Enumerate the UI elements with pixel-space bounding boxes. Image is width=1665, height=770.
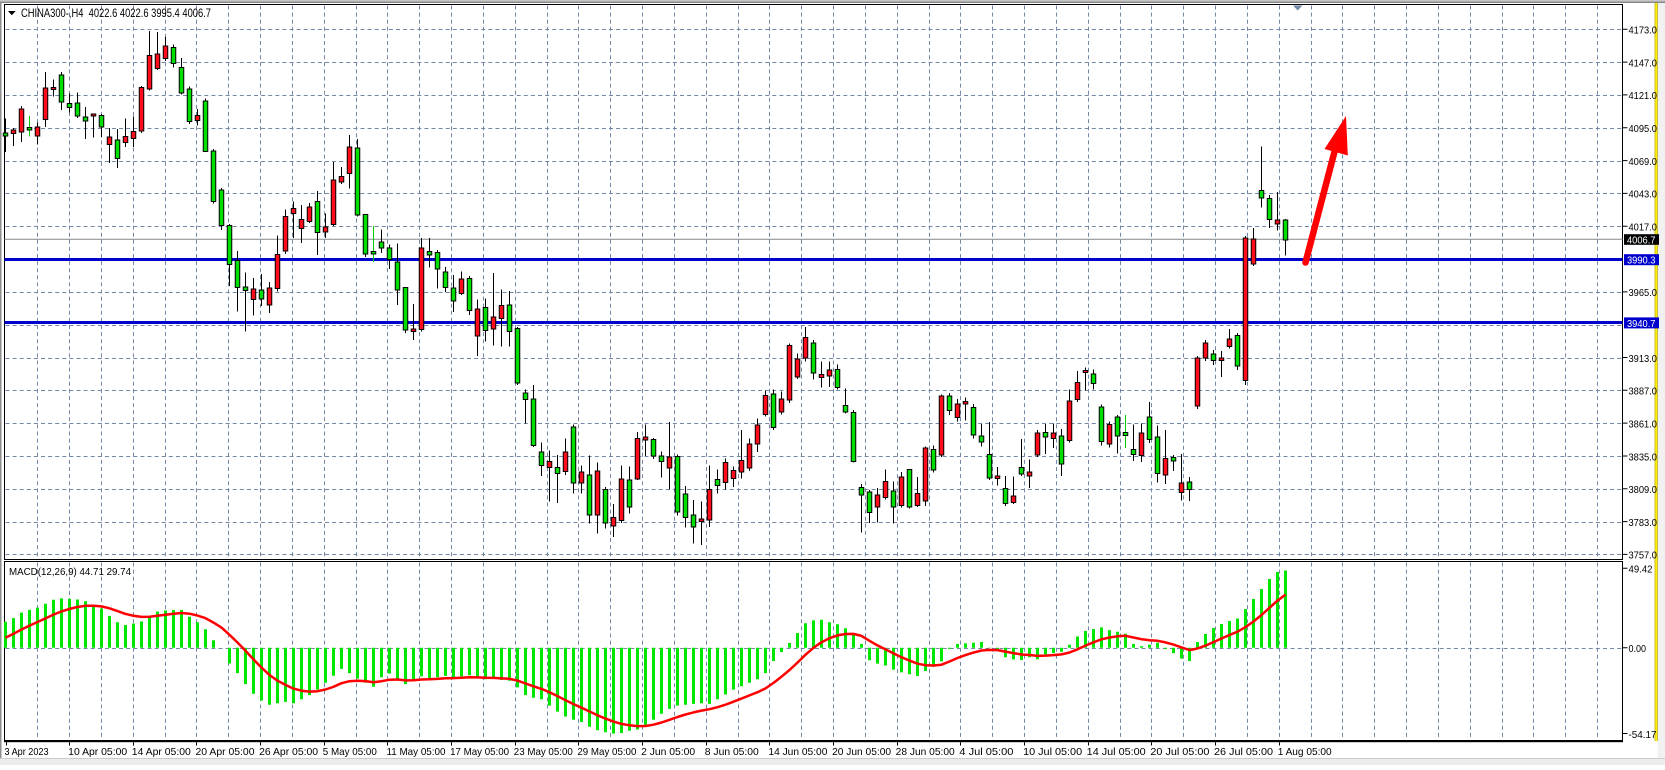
svg-text:20 Jun 05:00: 20 Jun 05:00 <box>832 747 891 758</box>
svg-text:49.42: 49.42 <box>1629 565 1653 576</box>
svg-text:3861.0: 3861.0 <box>1629 419 1658 430</box>
svg-text:17 May 05:00: 17 May 05:00 <box>450 747 509 758</box>
svg-text:-54.17: -54.17 <box>1629 730 1657 741</box>
svg-text:3940.7: 3940.7 <box>1627 319 1656 330</box>
svg-text:4006.7: 4006.7 <box>1627 235 1656 246</box>
svg-text:3783.0: 3783.0 <box>1629 518 1658 529</box>
svg-text:CHINA300-,H4 4022.6 4022.6 39: CHINA300-,H4 4022.6 4022.6 3995.4 4006.7 <box>21 6 211 20</box>
svg-text:4121.0: 4121.0 <box>1629 91 1658 102</box>
svg-text:23 May 05:00: 23 May 05:00 <box>514 747 573 758</box>
svg-text:14 Jul 05:00: 14 Jul 05:00 <box>1087 747 1146 758</box>
svg-text:26 Jul 05:00: 26 Jul 05:00 <box>1214 747 1273 758</box>
svg-text:2 Jun 05:00: 2 Jun 05:00 <box>641 747 695 758</box>
svg-text:3835.0: 3835.0 <box>1629 452 1658 463</box>
svg-text:29 May 05:00: 29 May 05:00 <box>577 747 636 758</box>
svg-text:3887.0: 3887.0 <box>1629 387 1658 398</box>
svg-text:1 Aug 05:00: 1 Aug 05:00 <box>1278 747 1332 758</box>
svg-text:28 Jun 05:00: 28 Jun 05:00 <box>896 747 955 758</box>
svg-text:3809.0: 3809.0 <box>1629 485 1658 496</box>
svg-text:3990.3: 3990.3 <box>1627 256 1656 267</box>
svg-text:26 Apr 05:00: 26 Apr 05:00 <box>259 747 318 758</box>
svg-text:3757.0: 3757.0 <box>1629 551 1658 562</box>
svg-text:20 Apr 05:00: 20 Apr 05:00 <box>196 747 255 758</box>
svg-text:MACD(12,26,9) 44.71 29.74: MACD(12,26,9) 44.71 29.74 <box>9 567 131 578</box>
svg-text:11 May 05:00: 11 May 05:00 <box>387 747 446 758</box>
svg-text:10 Jul 05:00: 10 Jul 05:00 <box>1023 747 1082 758</box>
svg-text:14 Apr 05:00: 14 Apr 05:00 <box>132 747 191 758</box>
svg-text:5 May 05:00: 5 May 05:00 <box>323 747 377 758</box>
svg-text:8 Jun 05:00: 8 Jun 05:00 <box>705 747 759 758</box>
svg-text:4017.0: 4017.0 <box>1629 223 1658 234</box>
svg-text:14 Jun 05:00: 14 Jun 05:00 <box>768 747 827 758</box>
svg-text:3 Apr 2023: 3 Apr 2023 <box>5 747 49 758</box>
svg-text:4095.0: 4095.0 <box>1629 124 1658 135</box>
svg-text:0.00: 0.00 <box>1629 644 1647 655</box>
svg-text:3965.0: 3965.0 <box>1629 288 1658 299</box>
svg-text:4 Jul 05:00: 4 Jul 05:00 <box>959 747 1013 758</box>
svg-text:10 Apr 05:00: 10 Apr 05:00 <box>68 747 127 758</box>
svg-text:3913.0: 3913.0 <box>1629 354 1658 365</box>
svg-text:4043.0: 4043.0 <box>1629 190 1658 201</box>
svg-text:4069.0: 4069.0 <box>1629 157 1658 168</box>
svg-text:4173.0: 4173.0 <box>1629 26 1658 37</box>
svg-text:4147.0: 4147.0 <box>1629 58 1658 69</box>
svg-text:20 Jul 05:00: 20 Jul 05:00 <box>1150 747 1209 758</box>
